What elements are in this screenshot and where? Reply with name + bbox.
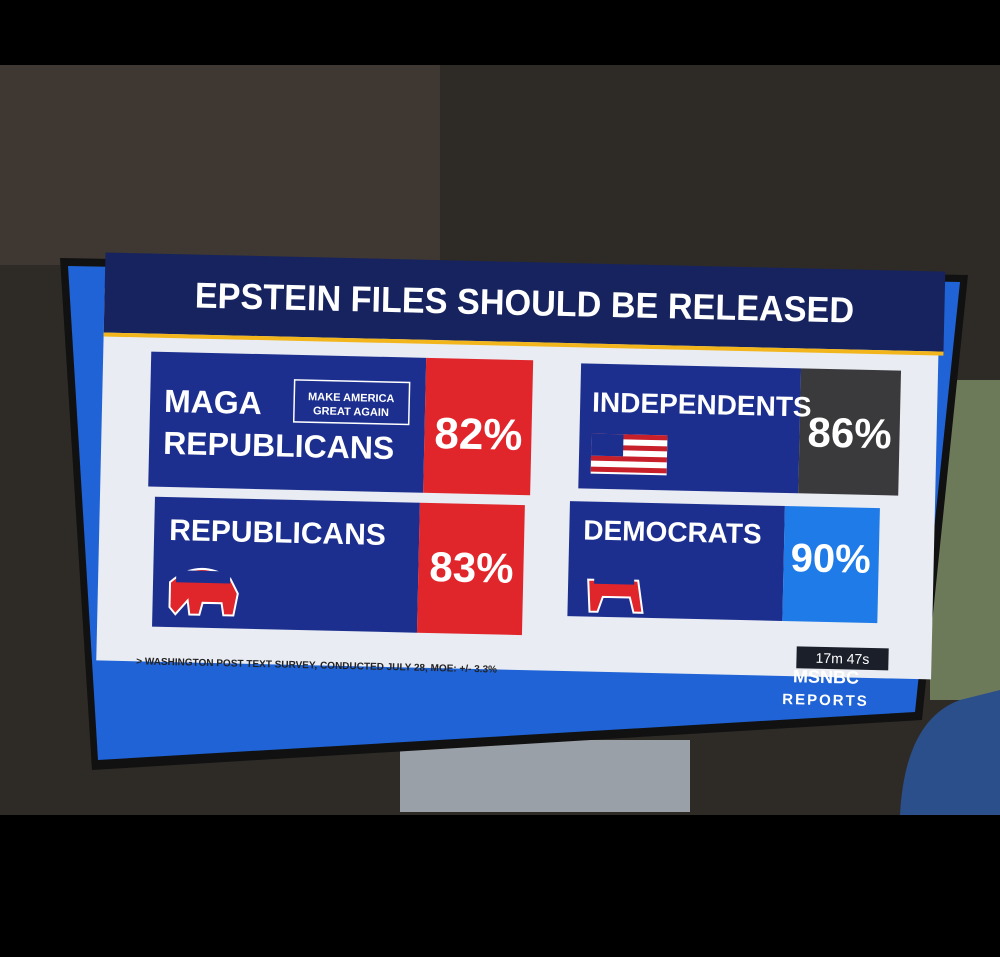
value-box bbox=[798, 368, 902, 496]
timer: 17m 47s bbox=[815, 650, 869, 667]
title-bar bbox=[103, 252, 946, 352]
logo-network: MSNBC bbox=[793, 666, 859, 687]
value: 90% bbox=[790, 536, 871, 582]
flag bbox=[590, 433, 668, 476]
value-box bbox=[782, 506, 880, 624]
label: INDEPENDENTS bbox=[592, 387, 812, 423]
badge bbox=[292, 379, 411, 426]
elephant-icon bbox=[168, 567, 239, 617]
logo-show: REPORTS bbox=[782, 691, 869, 710]
title-stripe bbox=[103, 332, 944, 356]
value: 82% bbox=[434, 409, 523, 460]
label: REPUBLICANS bbox=[163, 425, 395, 466]
label: REPUBLICANS bbox=[169, 514, 386, 552]
badge-text: MAKE AMERICA bbox=[308, 391, 395, 405]
badge-text: GREAT AGAIN bbox=[313, 405, 389, 419]
tv-stand bbox=[400, 740, 690, 812]
value-box bbox=[416, 502, 525, 636]
chair bbox=[900, 690, 1000, 815]
label: DEMOCRATS bbox=[583, 514, 762, 549]
graphic: EPSTEIN FILES SHOULD BE RELEASED MAGA RE… bbox=[96, 252, 946, 710]
card bbox=[148, 351, 427, 493]
value: 83% bbox=[429, 543, 514, 592]
letterbox bbox=[0, 815, 1000, 957]
donkey-icon bbox=[587, 573, 644, 614]
timer-box bbox=[796, 646, 889, 671]
value-box bbox=[423, 357, 534, 496]
value: 86% bbox=[807, 409, 892, 458]
label: MAGA bbox=[164, 383, 263, 421]
finger-blur bbox=[0, 65, 440, 265]
